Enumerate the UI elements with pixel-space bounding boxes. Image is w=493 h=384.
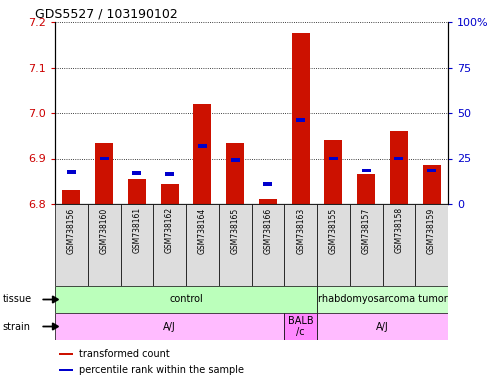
Text: GDS5527 / 103190102: GDS5527 / 103190102 [35, 8, 178, 21]
Bar [394, 157, 403, 160]
Bar [284, 204, 317, 286]
Bar [95, 142, 113, 204]
Bar [198, 144, 207, 147]
Bar [284, 313, 317, 340]
Bar [128, 179, 146, 204]
Bar [361, 169, 371, 172]
Bar [357, 174, 375, 204]
Bar [350, 204, 383, 286]
Bar [296, 118, 305, 122]
Bar [63, 190, 80, 204]
Text: GSM738165: GSM738165 [231, 207, 240, 253]
Bar [55, 204, 88, 286]
Text: control: control [169, 295, 203, 305]
Text: GSM738160: GSM738160 [100, 207, 108, 253]
Text: GSM738157: GSM738157 [362, 207, 371, 253]
Text: BALB
/c: BALB /c [288, 316, 314, 337]
Bar [193, 104, 211, 204]
Text: GSM738156: GSM738156 [67, 207, 76, 253]
Bar [55, 286, 317, 313]
Bar [423, 166, 441, 204]
Bar [120, 204, 153, 286]
Bar [100, 157, 109, 160]
Text: GSM738163: GSM738163 [296, 207, 305, 253]
Text: GSM738161: GSM738161 [133, 207, 141, 253]
Text: A/J: A/J [163, 321, 176, 331]
Bar [415, 204, 448, 286]
Bar [132, 171, 141, 175]
Bar [329, 157, 338, 160]
Bar [251, 204, 284, 286]
Text: percentile rank within the sample: percentile rank within the sample [79, 365, 244, 375]
Bar [427, 169, 436, 172]
Text: A/J: A/J [376, 321, 389, 331]
Text: GSM738162: GSM738162 [165, 207, 174, 253]
Bar [259, 199, 277, 204]
Bar [317, 313, 448, 340]
Bar [231, 159, 240, 162]
Text: GSM738155: GSM738155 [329, 207, 338, 253]
Bar [59, 369, 73, 371]
Text: rhabdomyosarcoma tumor: rhabdomyosarcoma tumor [317, 295, 447, 305]
Text: GSM738164: GSM738164 [198, 207, 207, 253]
Bar [161, 184, 178, 204]
Bar [390, 131, 408, 204]
Bar [67, 170, 76, 174]
Bar [186, 204, 219, 286]
Text: tissue: tissue [2, 295, 32, 305]
Bar [55, 313, 284, 340]
Bar [88, 204, 120, 286]
Bar [165, 172, 174, 176]
Text: transformed count: transformed count [79, 349, 170, 359]
Bar [219, 204, 251, 286]
Text: strain: strain [2, 321, 31, 331]
Bar [317, 204, 350, 286]
Text: GSM738158: GSM738158 [394, 207, 403, 253]
Bar [226, 142, 244, 204]
Text: GSM738159: GSM738159 [427, 207, 436, 253]
Bar [59, 353, 73, 355]
Bar [324, 140, 342, 204]
Bar [292, 33, 310, 204]
Bar [383, 204, 415, 286]
Bar [263, 182, 273, 186]
Bar [317, 286, 448, 313]
Text: GSM738166: GSM738166 [263, 207, 272, 253]
Bar [153, 204, 186, 286]
